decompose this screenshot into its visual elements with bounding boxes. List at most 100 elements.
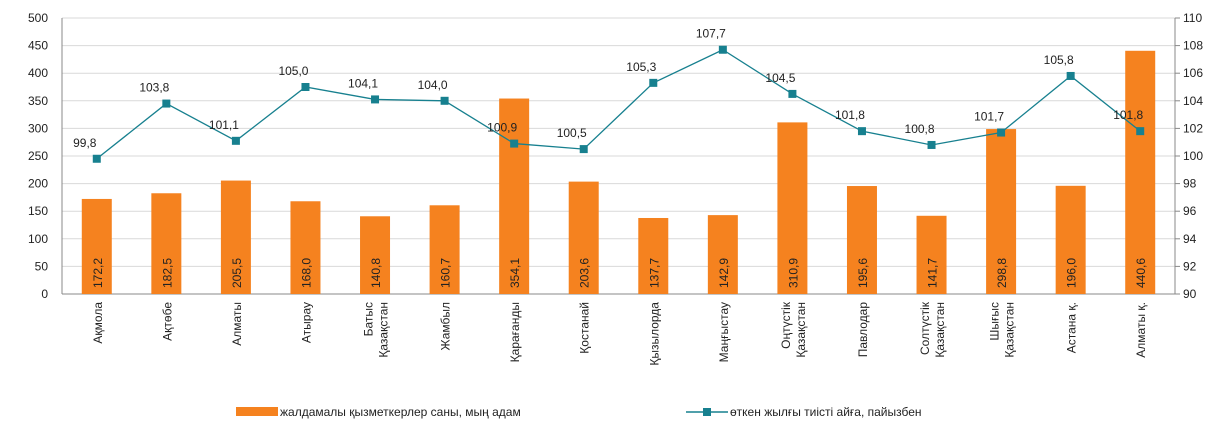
x-tick-label: Алматы қ.	[1134, 302, 1148, 358]
x-tick-label: Маңғыстау	[717, 302, 731, 362]
y-tick-label: 250	[28, 149, 48, 163]
y-tick-label: 0	[41, 287, 48, 301]
line-value-label: 101,7	[974, 110, 1004, 124]
bar-label-group: 172,2	[91, 258, 105, 288]
bar	[290, 201, 321, 294]
y2-tick-label: 92	[1183, 259, 1197, 273]
bar-value-label: 205,5	[230, 258, 244, 288]
x-tick-label-group: Маңғыстау	[717, 302, 731, 362]
y-tick-label: 300	[28, 121, 48, 135]
bar-label-group: 310,9	[786, 258, 800, 288]
line-marker	[1136, 127, 1145, 136]
bar-value-label: 196,0	[1065, 258, 1079, 288]
line-marker	[997, 128, 1006, 137]
bar-label-group: 205,5	[230, 258, 244, 288]
x-tick-label: Атырау	[299, 302, 313, 343]
bar-label-group: 160,7	[439, 258, 453, 288]
bar-value-label: 160,7	[439, 258, 453, 288]
line-value-label: 100,8	[905, 122, 935, 136]
line-value-label: 104,5	[765, 71, 795, 85]
line-value-label: 100,5	[557, 126, 587, 140]
line-marker	[231, 136, 240, 145]
x-tick-label-group: Ақмола	[91, 302, 105, 344]
bar	[568, 181, 599, 294]
x-tick-label: Қостанай	[578, 302, 592, 354]
legend-label: өткен жылғы тиісті айға, пайызбен	[730, 405, 922, 419]
y-tick-label: 200	[28, 177, 48, 191]
line-value-label: 105,8	[1044, 53, 1074, 67]
bar-label-group: 203,6	[578, 258, 592, 288]
bar	[499, 98, 530, 294]
bar-value-label: 140,8	[369, 258, 383, 288]
bar-value-label: 142,9	[717, 258, 731, 288]
line-marker	[788, 89, 797, 98]
bar	[81, 198, 112, 294]
bar-label-group: 168,0	[299, 258, 313, 288]
line-marker	[510, 139, 519, 148]
x-tick-label-group: Қызылорда	[647, 302, 661, 366]
bar	[151, 193, 182, 294]
bar	[986, 129, 1017, 294]
line-value-label: 100,9	[487, 121, 517, 135]
bar	[638, 217, 669, 294]
line-marker	[371, 95, 380, 104]
y-tick-label: 350	[28, 94, 48, 108]
bar	[220, 180, 251, 294]
line-value-label: 101,8	[835, 108, 865, 122]
bar	[916, 215, 947, 294]
y2-tick-label: 106	[1183, 66, 1203, 80]
line-value-label: 103,8	[139, 81, 169, 95]
x-tick-label: БатысҚазақстан	[362, 302, 391, 358]
y-tick-label: 450	[28, 39, 48, 53]
line-marker	[92, 154, 101, 163]
bar-label-group: 354,1	[508, 258, 522, 288]
x-tick-label-group: БатысҚазақстан	[362, 302, 391, 358]
y-tick-label: 400	[28, 66, 48, 80]
bar	[1125, 50, 1156, 294]
line-marker	[440, 96, 449, 105]
x-tick-label-group: ОңтүстікҚазақстан	[779, 301, 808, 357]
bar-value-label: 195,6	[856, 258, 870, 288]
x-tick-label-group: Жамбыл	[439, 302, 453, 351]
line-value-label: 105,3	[626, 60, 656, 74]
y-tick-label: 150	[28, 204, 48, 218]
x-tick-label: Жамбыл	[439, 302, 453, 351]
line-value-label: 101,1	[209, 118, 239, 132]
y2-tick-label: 102	[1183, 121, 1203, 135]
bar	[846, 186, 877, 294]
bar	[707, 215, 738, 294]
bar-value-label: 137,7	[647, 258, 661, 288]
line-value-label: 105,0	[278, 64, 308, 78]
x-tick-label-group: Алматы	[230, 302, 244, 346]
bar-label-group: 182,5	[160, 258, 174, 288]
x-tick-label-group: Алматы қ.	[1134, 302, 1148, 358]
bar-value-label: 310,9	[786, 258, 800, 288]
x-tick-label: Павлодар	[856, 302, 870, 358]
y-tick-label: 50	[35, 259, 49, 273]
y-tick-label: 500	[28, 11, 48, 25]
bar-label-group: 142,9	[717, 258, 731, 288]
y2-tick-label: 90	[1183, 287, 1197, 301]
legend-swatch-marker	[703, 408, 711, 416]
bar-value-label: 298,8	[995, 258, 1009, 288]
bar	[1055, 185, 1086, 294]
bar-value-label: 182,5	[160, 258, 174, 288]
line-marker	[718, 45, 727, 54]
line-marker	[301, 83, 310, 91]
line-marker	[579, 145, 588, 154]
x-tick-label-group: Павлодар	[856, 302, 870, 358]
y-tick-label: 100	[28, 232, 48, 246]
bar	[429, 205, 460, 294]
bar-value-label: 354,1	[508, 258, 522, 288]
x-tick-label-group: Қостанай	[578, 302, 592, 354]
x-tick-label-group: СолтүстікҚазақстан	[918, 301, 947, 357]
line-value-label: 107,7	[696, 27, 726, 41]
y2-tick-label: 94	[1183, 232, 1197, 246]
bar-value-label: 168,0	[299, 258, 313, 288]
bar-label-group: 141,7	[926, 258, 940, 288]
bar-value-label: 141,7	[926, 258, 940, 288]
line-value-label: 104,0	[418, 78, 448, 92]
x-tick-label-group: Астана қ.	[1065, 302, 1079, 353]
x-tick-label: СолтүстікҚазақстан	[918, 301, 947, 357]
y2-tick-label: 100	[1183, 149, 1203, 163]
